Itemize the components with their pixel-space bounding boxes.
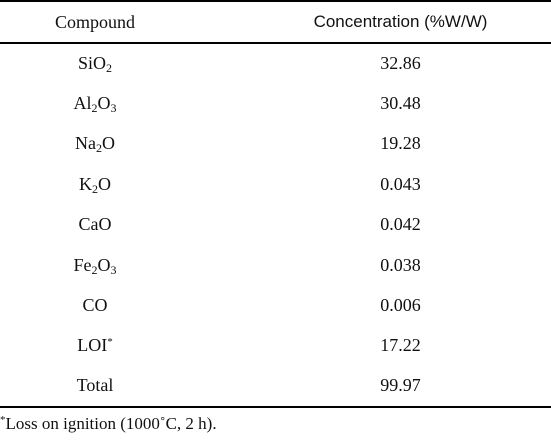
- compound-cell: K2O: [0, 164, 220, 204]
- compound-part: 2: [96, 141, 102, 156]
- concentration-cell: 0.038: [380, 254, 421, 275]
- compound-part: 3: [110, 101, 117, 116]
- footnote-marker: *: [0, 414, 6, 426]
- table-row: LOI* 17.22: [0, 326, 551, 366]
- footnote: *Loss on ignition (1000˚C, 2 h).: [0, 414, 217, 434]
- compound-part: K: [79, 173, 92, 194]
- concentration-cell: 17.22: [380, 335, 421, 356]
- compound-part: SiO: [77, 53, 106, 74]
- header-compound: Compound: [54, 11, 135, 32]
- compound-part: O: [98, 173, 111, 194]
- table-body: SiO2 32.86 Al2O3 30.48 Na2O 19.28 K2O 0.043 CaO 0…: [0, 43, 551, 407]
- compound-part: 2: [106, 61, 112, 76]
- table-header-row: Compound Concentration (%W/W): [0, 1, 551, 43]
- table-row: SiO2 32.86: [0, 43, 551, 83]
- compound-part: *: [107, 336, 113, 349]
- concentration-cell: 0.006: [380, 295, 421, 316]
- compound-cell: LOI*: [0, 326, 220, 366]
- compound-part: Fe: [73, 254, 92, 275]
- composition-table: Compound Concentration (%W/W) SiO2 32.86 A…: [0, 1, 551, 407]
- composition-table-container: Compound Concentration (%W/W) SiO2 32.86 A…: [0, 1, 551, 407]
- compound-part: LOI: [77, 335, 108, 356]
- compound-part: CO: [82, 295, 108, 316]
- table-row: K2O 0.043: [0, 164, 551, 204]
- compound-part: Na: [75, 133, 96, 154]
- compound-cell: Fe2O3: [0, 245, 220, 285]
- compound-part: CaO: [78, 214, 112, 235]
- concentration-cell: 19.28: [380, 133, 421, 154]
- compound-part: 3: [110, 262, 117, 277]
- table-row: Total 99.97: [0, 366, 551, 407]
- table-row: Fe2O3 0.038: [0, 245, 551, 285]
- compound-cell: CaO: [0, 205, 220, 245]
- compound-part: Total: [76, 375, 114, 396]
- footnote-text: Loss on ignition (1000˚C, 2 h).: [5, 414, 217, 433]
- concentration-cell: 99.97: [380, 375, 421, 396]
- compound-part: 2: [92, 181, 98, 196]
- concentration-cell: 0.042: [380, 214, 421, 235]
- concentration-cell: 0.043: [380, 173, 421, 194]
- concentration-cell: 30.48: [380, 93, 421, 114]
- table-row: Na2O 19.28: [0, 124, 551, 164]
- compound-cell: Na2O: [0, 124, 220, 164]
- compound-cell: Al2O3: [0, 83, 220, 123]
- compound-part: 2: [91, 101, 98, 116]
- table-row: CaO 0.042: [0, 205, 551, 245]
- concentration-cell: 32.86: [380, 53, 421, 74]
- compound-cell: SiO2: [0, 43, 220, 83]
- compound-part: O: [97, 254, 111, 275]
- table-row: Al2O3 30.48: [0, 83, 551, 123]
- compound-part: O: [102, 133, 115, 154]
- compound-cell: CO: [0, 285, 220, 325]
- compound-cell: Total: [0, 366, 220, 406]
- header-concentration: Concentration (%W/W): [313, 12, 488, 31]
- compound-part: O: [97, 93, 111, 114]
- compound-part: 2: [91, 262, 98, 277]
- table-row: CO 0.006: [0, 285, 551, 325]
- compound-part: Al: [73, 93, 92, 114]
